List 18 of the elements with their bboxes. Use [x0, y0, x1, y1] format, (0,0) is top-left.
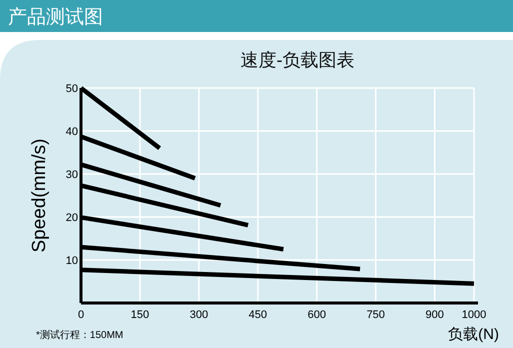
y-tick-label: 30 [66, 169, 78, 181]
x-tick-label: 150 [130, 309, 150, 321]
y-tick-label: 10 [66, 255, 78, 267]
x-tick-label: 300 [190, 309, 208, 321]
x-tick-label: 750 [366, 309, 385, 321]
y-tick-label: 20 [66, 212, 78, 224]
x-axis-title: 负载(N) [448, 326, 499, 343]
x-tick-label: 900 [426, 309, 444, 321]
chart-title: 速度-负载图表 [240, 50, 354, 70]
x-tick-label: 450 [248, 309, 268, 321]
y-axis-title: Speed(mm/s) [29, 138, 50, 253]
x-tick-label: 600 [308, 309, 326, 321]
x-tick-label: 0 [78, 309, 84, 321]
y-tick-label: 40 [66, 126, 78, 138]
chart-subtitle: 产品测试图 [8, 7, 103, 28]
y-tick-label: 50 [66, 83, 78, 95]
text: *测试行程：150MM [36, 329, 124, 341]
x-tick-label: 1000 [462, 309, 486, 321]
